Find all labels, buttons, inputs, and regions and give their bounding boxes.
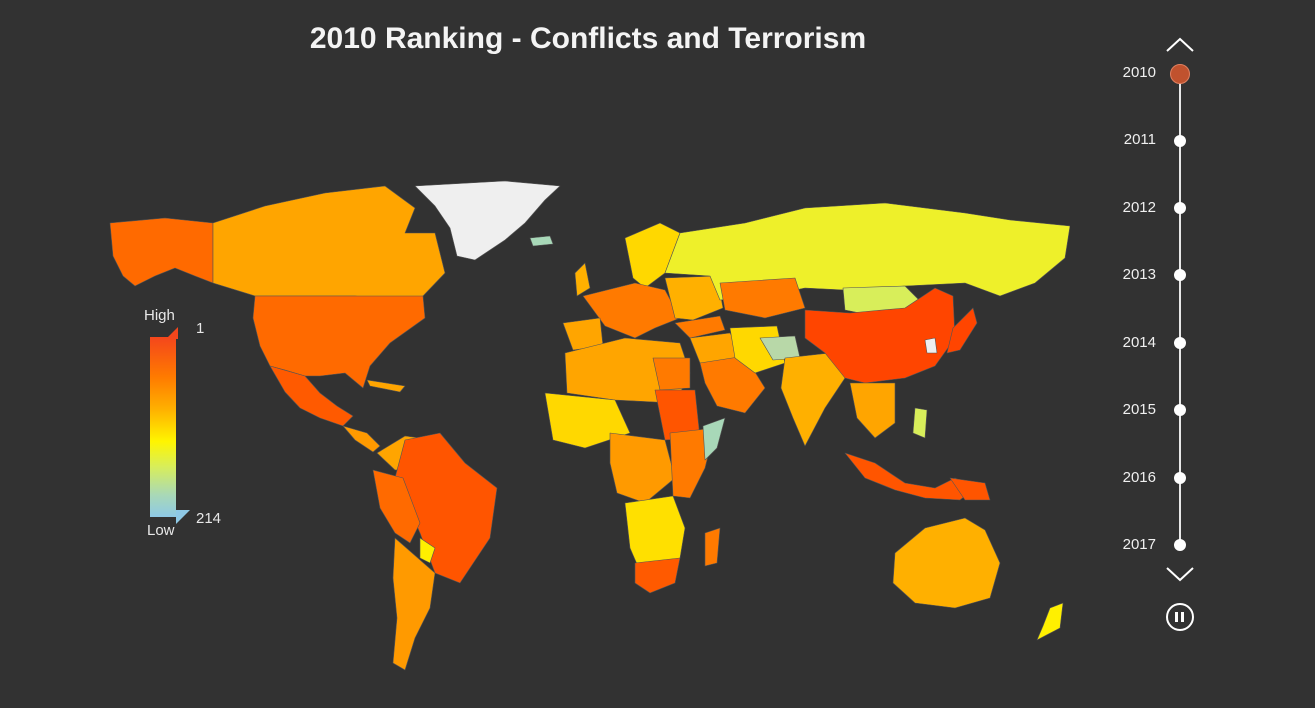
region-china[interactable]	[804, 287, 956, 384]
legend-top-rank: 1	[196, 320, 205, 337]
region-usa[interactable]	[252, 295, 426, 389]
timeline-year-label[interactable]: 2016	[1122, 469, 1156, 486]
timeline-year-label[interactable]: 2015	[1122, 401, 1156, 418]
region-kazakhstan[interactable]	[719, 277, 806, 319]
region-west-africa[interactable]	[544, 392, 631, 449]
timeline-year-dot[interactable]	[1174, 135, 1186, 147]
timeline-year-label[interactable]: 2011	[1123, 131, 1156, 148]
region-paraguay[interactable]	[419, 537, 436, 564]
region-southeast-asia[interactable]	[849, 382, 896, 439]
legend-low-label: Low	[147, 522, 175, 539]
timeline-year-dot[interactable]	[1174, 269, 1186, 281]
region-egypt[interactable]	[652, 357, 691, 391]
region-uk[interactable]	[574, 262, 591, 297]
region-greenland[interactable]	[414, 180, 561, 261]
region-turkey[interactable]	[674, 315, 726, 339]
timeline-track	[1179, 74, 1181, 546]
legend-gradient-bar	[150, 337, 176, 517]
region-south-africa[interactable]	[634, 557, 681, 594]
timeline-year-label[interactable]: 2013	[1122, 266, 1156, 283]
timeline-year-dot-selected[interactable]	[1170, 64, 1190, 84]
timeline-year-label[interactable]: 2017	[1122, 536, 1156, 553]
region-madagascar[interactable]	[704, 527, 721, 567]
legend-high-label: High	[144, 307, 175, 324]
pause-icon	[1181, 612, 1184, 622]
region-western-europe[interactable]	[582, 282, 681, 339]
region-alaska[interactable]	[109, 217, 214, 287]
region-mexico[interactable]	[269, 365, 354, 427]
region-cuba[interactable]	[366, 379, 406, 393]
world-map[interactable]	[105, 178, 1070, 673]
region-philippines[interactable]	[912, 407, 928, 439]
year-timeline: 2010 2011 2012 2013 2014 2015 2016 2017	[1100, 30, 1315, 650]
region-australia[interactable]	[892, 517, 1001, 609]
page-title: 2010 Ranking - Conflicts and Terrorism	[309, 22, 867, 55]
region-argentina-chile[interactable]	[392, 537, 436, 671]
region-eastern-europe[interactable]	[664, 275, 724, 321]
region-peru-bolivia[interactable]	[372, 469, 421, 544]
region-japan[interactable]	[946, 307, 978, 354]
timeline-year-label[interactable]: 2014	[1122, 334, 1156, 351]
timeline-year-label[interactable]: 2010	[1122, 64, 1156, 81]
chevron-up-icon[interactable]	[1165, 36, 1195, 54]
region-central-america[interactable]	[342, 425, 381, 453]
timeline-year-dot[interactable]	[1174, 404, 1186, 416]
timeline-year-dot[interactable]	[1174, 202, 1186, 214]
region-korea[interactable]	[924, 337, 938, 354]
region-somalia[interactable]	[702, 417, 726, 461]
region-canada[interactable]	[212, 185, 446, 301]
region-indonesia[interactable]	[844, 452, 976, 501]
region-india[interactable]	[780, 352, 846, 447]
pause-button[interactable]	[1166, 603, 1194, 631]
legend-bottom-rank: 214	[196, 510, 222, 527]
region-russia[interactable]	[664, 202, 1070, 301]
timeline-year-dot[interactable]	[1174, 337, 1186, 349]
region-png[interactable]	[949, 477, 991, 501]
color-legend: High 1 214 Low	[140, 305, 240, 545]
pause-icon	[1175, 612, 1178, 622]
region-iceland[interactable]	[529, 235, 554, 247]
timeline-year-dot[interactable]	[1174, 472, 1186, 484]
legend-low-marker-icon	[176, 510, 190, 524]
region-new-zealand[interactable]	[1036, 602, 1064, 641]
timeline-year-label[interactable]: 2012	[1122, 199, 1156, 216]
legend-high-marker-icon	[166, 327, 178, 339]
region-central-africa[interactable]	[609, 432, 676, 504]
timeline-year-dot[interactable]	[1174, 539, 1186, 551]
chevron-down-icon[interactable]	[1165, 565, 1195, 583]
